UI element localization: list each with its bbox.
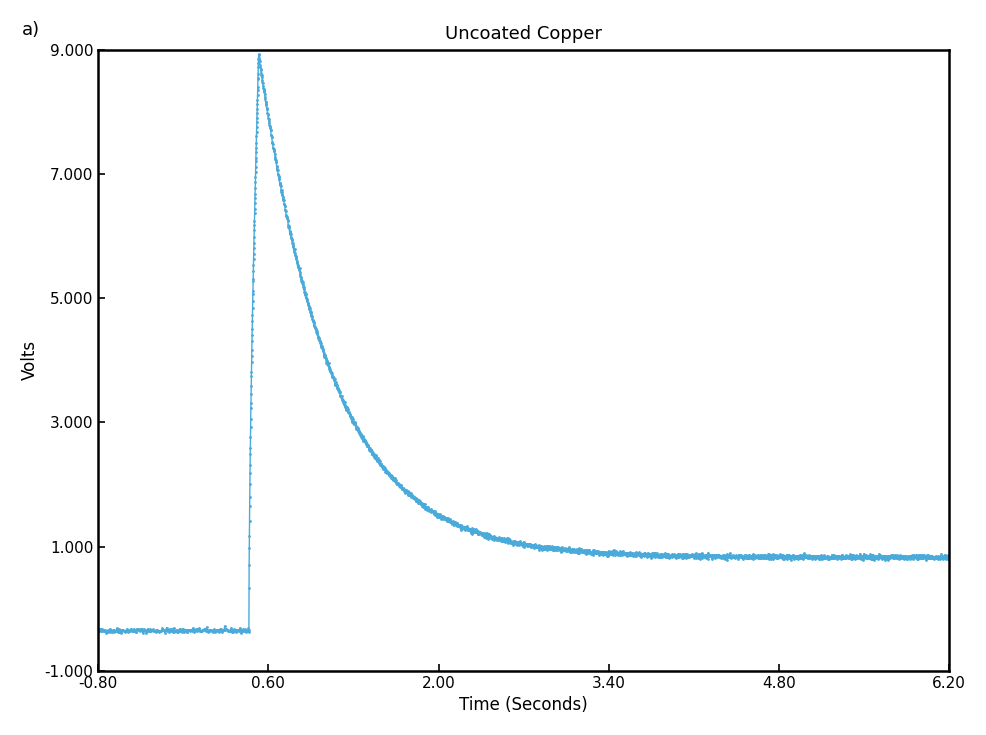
Title: Uncoated Copper: Uncoated Copper <box>445 25 601 43</box>
Text: a): a) <box>22 21 39 39</box>
X-axis label: Time (Seconds): Time (Seconds) <box>458 696 588 714</box>
Y-axis label: Volts: Volts <box>21 340 38 381</box>
